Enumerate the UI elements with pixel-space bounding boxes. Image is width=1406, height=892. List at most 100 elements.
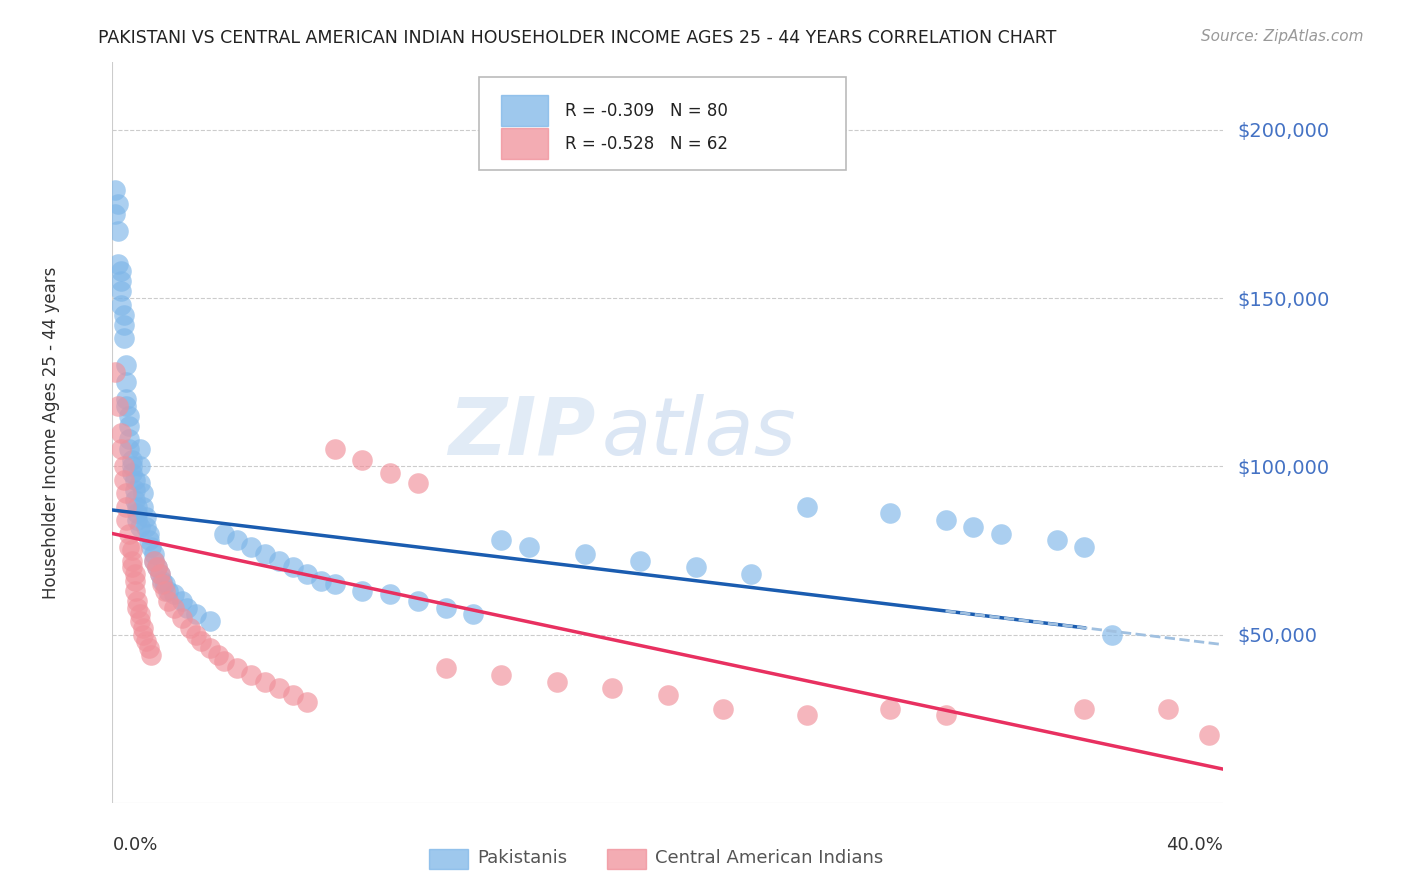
Point [380,587,402,601]
Point [143,547,166,561]
Text: Source: ZipAtlas.com: Source: ZipAtlas.com [1201,29,1364,44]
Point [879,507,901,521]
Point [127,507,149,521]
Point [1101,627,1123,641]
Point [406,476,429,491]
Point [295,695,318,709]
Point [434,661,457,675]
Point [121,452,143,467]
Point [141,648,163,662]
Point [212,526,235,541]
Point [129,607,152,622]
Point [132,500,155,514]
Point [352,583,374,598]
Point [1073,540,1095,554]
Point [127,500,149,514]
Point [226,533,249,548]
Point [135,520,157,534]
Text: PAKISTANI VS CENTRAL AMERICAN INDIAN HOUSEHOLDER INCOME AGES 25 - 44 YEARS CORRE: PAKISTANI VS CENTRAL AMERICAN INDIAN HOU… [98,29,1057,46]
Point [254,547,277,561]
Point [198,640,221,655]
Point [1156,701,1178,715]
Point [110,425,132,440]
Point [152,577,174,591]
FancyBboxPatch shape [607,848,645,870]
Point [176,600,198,615]
Point [574,547,596,561]
Point [121,543,143,558]
Point [879,701,901,715]
Point [295,566,318,581]
Point [796,708,818,723]
Point [124,566,146,581]
Point [138,640,160,655]
Point [129,476,152,491]
FancyBboxPatch shape [502,128,548,160]
Point [162,600,184,615]
Point [240,540,263,554]
Point [434,600,457,615]
Point [127,513,149,527]
Point [281,560,304,574]
Point [129,459,152,474]
Point [657,688,679,702]
Point [135,509,157,524]
Point [1073,701,1095,715]
Point [110,442,132,457]
Point [352,452,374,467]
Point [184,627,207,641]
Point [112,331,135,345]
Point [124,583,146,598]
Text: Central American Indians: Central American Indians [655,849,883,867]
Point [143,553,166,567]
Point [124,574,146,588]
Point [115,375,138,389]
Point [104,207,127,221]
Point [962,520,984,534]
Point [491,668,513,682]
Point [179,621,201,635]
Point [491,533,513,548]
Point [380,466,402,480]
Point [115,359,138,373]
FancyBboxPatch shape [502,95,548,126]
Point [124,492,146,507]
Point [198,614,221,628]
Point [155,577,177,591]
Point [990,526,1012,541]
Point [170,610,193,624]
Point [155,583,177,598]
Text: atlas: atlas [602,393,796,472]
Point [107,257,129,271]
Point [118,442,141,457]
Point [157,594,180,608]
Point [107,196,129,211]
Point [323,442,346,457]
Point [713,701,735,715]
Point [1198,729,1220,743]
Point [406,594,429,608]
Text: R = -0.309   N = 80: R = -0.309 N = 80 [565,102,727,120]
Point [135,634,157,648]
Point [685,560,707,574]
Point [143,553,166,567]
Point [129,614,152,628]
Point [146,560,169,574]
Point [121,459,143,474]
Point [121,553,143,567]
Point [121,466,143,480]
Text: Pakistanis: Pakistanis [477,849,567,867]
Point [124,473,146,487]
Point [115,500,138,514]
Point [110,274,132,288]
Point [107,224,129,238]
Point [281,688,304,702]
Point [118,418,141,433]
Point [110,264,132,278]
Point [152,574,174,588]
Point [115,513,138,527]
Point [190,634,212,648]
Point [104,365,127,379]
Point [149,566,172,581]
Text: 40.0%: 40.0% [1167,836,1223,855]
